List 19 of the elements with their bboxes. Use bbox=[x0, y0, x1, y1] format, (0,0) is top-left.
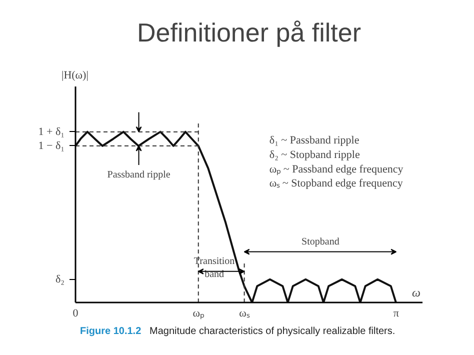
annotation: Passband ripple bbox=[107, 169, 171, 180]
annotation: ωₛ ~ Stopband edge frequency bbox=[269, 178, 404, 190]
annotation: ωₚ ~ Passband edge frequency bbox=[269, 163, 404, 176]
y-tick-label: δ₂ bbox=[55, 273, 65, 286]
x-tick-label: ωₚ bbox=[192, 308, 204, 320]
x-tick-label: ωₛ bbox=[239, 308, 250, 320]
annotation: Stopband bbox=[302, 236, 340, 248]
x-axis-title: ω bbox=[412, 286, 421, 300]
annotation: δ₁ ~ Passband ripple bbox=[269, 134, 360, 146]
chart-title: Definitioner på filter bbox=[137, 18, 362, 48]
caption: Figure 10.1.2 bbox=[80, 326, 142, 337]
x-tick-label: 0 bbox=[72, 308, 79, 320]
annotation: δ₂ ~ Stopband ripple bbox=[269, 148, 360, 161]
y-tick-label: 1 + δ₁ bbox=[38, 126, 65, 138]
y-tick-label: 1 − δ₁ bbox=[38, 140, 65, 152]
annotation: Transition band bbox=[194, 256, 235, 280]
text: Magnitude characteristics of physically realizable filters. bbox=[149, 326, 396, 337]
y-axis-title: |H(ω)| bbox=[62, 70, 88, 82]
x-tick-label: π bbox=[393, 308, 400, 320]
